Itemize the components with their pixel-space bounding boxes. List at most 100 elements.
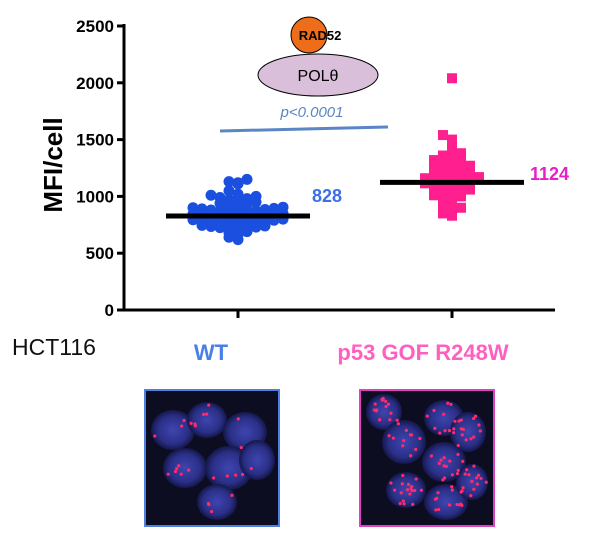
data-point-mutant [438, 164, 448, 175]
data-point-wt [259, 203, 271, 215]
foci-dot [209, 509, 214, 514]
data-point-mutant [456, 157, 466, 168]
data-point-mutant [456, 186, 466, 197]
foci-dot [395, 418, 399, 422]
foci-dot [205, 412, 209, 416]
mean-label-mutant: 1124 [530, 164, 569, 184]
data-point-mutant [447, 159, 457, 170]
data-points [187, 73, 484, 246]
foci-dot [402, 502, 406, 506]
foci-dot [437, 507, 441, 512]
foci-dot [419, 488, 423, 492]
foci-dot [438, 431, 442, 435]
foci-dot [459, 502, 463, 506]
data-point-mutant [465, 174, 475, 185]
foci-dot [189, 421, 193, 425]
foci-dot [398, 501, 402, 506]
foci-dot [437, 461, 441, 465]
foci-dot [408, 433, 412, 437]
foci-dot [475, 476, 479, 480]
data-point-mutant [438, 193, 448, 204]
foci-dot [463, 472, 467, 476]
foci-dot [177, 464, 181, 468]
foci-dot [456, 452, 460, 457]
data-point-mutant [438, 158, 448, 169]
foci-dot [470, 479, 474, 483]
foci-dot [212, 476, 216, 480]
foci-dot [409, 454, 413, 458]
foci-dot [469, 437, 473, 441]
foci-dot [406, 482, 411, 487]
foci-dot [418, 436, 422, 441]
foci-dot [447, 429, 452, 433]
data-point-mutant [447, 206, 457, 217]
data-point-wt [187, 202, 199, 214]
data-point-wt [250, 190, 262, 202]
pvalue-label: p<0.0001 [280, 104, 344, 121]
significance-line [219, 125, 389, 133]
foci-dot [166, 472, 170, 476]
y-tick-label: 1500 [76, 131, 114, 150]
data-point-mutant [447, 152, 457, 163]
foci-dot [443, 429, 447, 433]
mean-label-wt: 828 [312, 186, 342, 206]
data-point-mutant [465, 166, 475, 177]
pol-theta-ellipse [257, 53, 379, 97]
data-point-wt [214, 192, 226, 204]
cell-nucleus [239, 440, 275, 480]
foci-dot [387, 434, 391, 438]
foci-dot [399, 491, 403, 495]
data-point-mutant [456, 168, 466, 179]
foci-dot [402, 438, 406, 443]
data-point-wt [241, 173, 253, 185]
pol-theta-label: POLθ [298, 68, 339, 85]
foci-dot [477, 423, 481, 427]
foci-dot [452, 427, 456, 431]
foci-dot [472, 464, 476, 468]
foci-dot [469, 494, 473, 498]
chart-axes: 0 500 1000 1500 2000 2500 [76, 17, 555, 320]
foci-dot [425, 414, 429, 418]
foci-dot [442, 464, 446, 468]
data-point-mutant [429, 185, 439, 196]
foci-dot [442, 412, 446, 416]
foci-dot [400, 482, 404, 486]
foci-dot [449, 402, 453, 407]
foci-dot [180, 424, 184, 428]
data-point-mutant [429, 167, 439, 178]
data-point-mutant [447, 134, 457, 145]
data-point-wt [196, 203, 208, 215]
foci-dot [459, 418, 463, 422]
foci-dot [455, 472, 460, 476]
foci-dot [175, 467, 179, 471]
foci-dot [410, 484, 414, 489]
foci-dot [411, 502, 415, 507]
foci-dot [442, 456, 446, 460]
foci-dot [461, 486, 465, 490]
foci-dot [465, 468, 469, 472]
data-point-mutant [447, 165, 457, 176]
foci-dot [472, 416, 476, 421]
foci-dot [450, 473, 454, 477]
foci-dot [378, 418, 382, 422]
foci-dot [234, 473, 238, 477]
rad52-label: RAD52 [299, 28, 342, 43]
mean-lines [166, 179, 524, 219]
data-point-wt [205, 204, 217, 216]
foci-dot [240, 472, 245, 477]
cell-nucleus [422, 442, 466, 482]
foci-dot [433, 426, 437, 430]
foci-dot [230, 493, 234, 497]
foci-dot [404, 428, 408, 432]
foci-dot [388, 418, 392, 422]
foci-dot [450, 485, 454, 489]
foci-dot [384, 404, 388, 409]
data-point-wt [223, 194, 235, 206]
foci-dot [459, 490, 463, 494]
data-point-wt [277, 201, 289, 213]
foci-dot [380, 397, 384, 401]
foci-dot [478, 429, 482, 433]
foci-dot [153, 434, 157, 438]
foci-dot [446, 401, 450, 405]
cell-line-label: HCT116 [12, 334, 96, 360]
